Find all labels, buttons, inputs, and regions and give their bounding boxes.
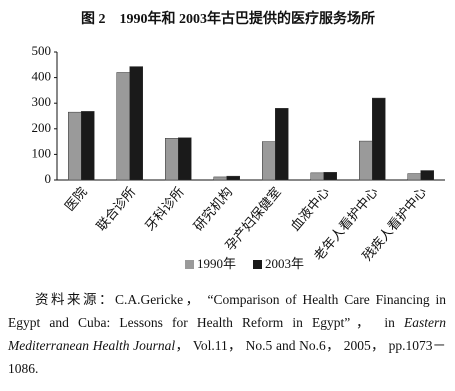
bar — [262, 141, 276, 181]
legend-swatch — [253, 260, 262, 269]
source-text: ， Vol.11， No.5 and No.6， 2005， pp.1073－1… — [8, 338, 446, 376]
bar — [68, 111, 82, 181]
bar — [420, 170, 434, 181]
legend-label: 2003年 — [265, 256, 304, 271]
bar — [407, 173, 421, 181]
bar — [310, 172, 324, 181]
chart: 图 2 1990年和 2003年古巴提供的医疗服务场所 0 100 200 300 40… — [32, 10, 445, 271]
y-tick-label: 100 — [32, 145, 52, 160]
bar — [213, 176, 227, 181]
bar — [359, 140, 373, 181]
journal-name: Eastern Mediterranean Health Journal — [8, 315, 446, 353]
x-tick-label: 牙科诊所 — [142, 184, 187, 233]
bar — [129, 66, 143, 181]
bar — [81, 111, 95, 181]
y-tick-label: 300 — [32, 94, 52, 109]
y-tick-label: 500 — [32, 43, 52, 58]
bar — [116, 72, 130, 181]
bar — [372, 97, 386, 181]
source-text: C.A.Gericke， “Comparison of Health Care … — [8, 292, 446, 330]
bar — [226, 175, 240, 181]
x-tick-label: 研究机构 — [190, 184, 235, 233]
y-tick-label: 0 — [45, 171, 52, 186]
x-tick-label: 血液中心 — [287, 184, 332, 233]
legend-swatch — [185, 260, 194, 269]
source-note: 资料来源：C.A.Gericke， “Comparison of Health … — [8, 288, 446, 380]
bar — [323, 172, 337, 181]
chart-title: 图 2 1990年和 2003年古巴提供的医疗服务场所 — [81, 10, 375, 27]
x-tick-label: 医院 — [62, 184, 90, 214]
x-tick-label: 联合诊所 — [93, 184, 138, 233]
y-tick-label: 200 — [32, 120, 52, 135]
source-label: 资料来源： — [35, 292, 115, 307]
y-tick-label: 400 — [32, 69, 52, 84]
bar — [178, 137, 192, 181]
bar — [275, 108, 289, 181]
legend-label: 1990年 — [197, 256, 236, 271]
bar — [165, 138, 179, 181]
